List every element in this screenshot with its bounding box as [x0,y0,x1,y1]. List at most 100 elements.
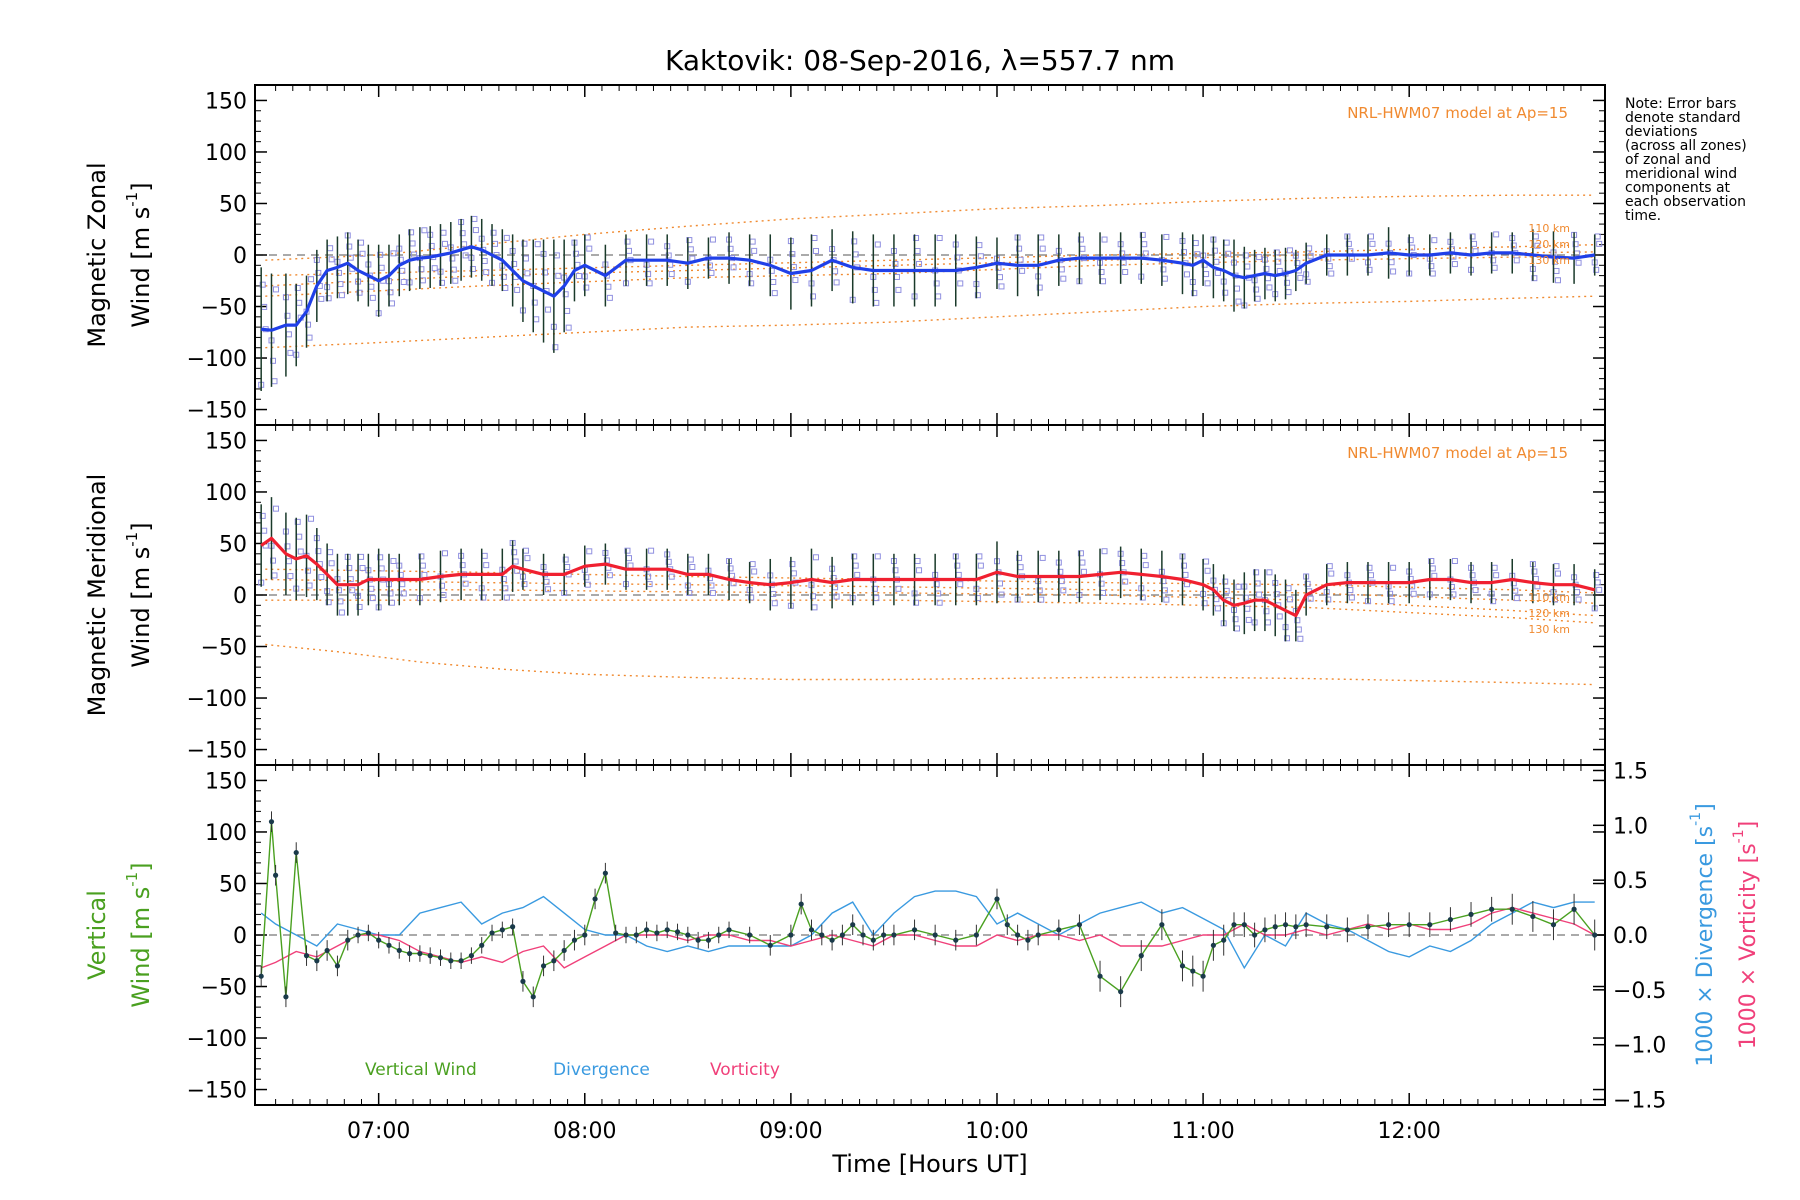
zone-point [665,558,672,565]
zone-point [1141,241,1148,248]
model-curve [265,578,1595,604]
vertical-wind-point [798,901,804,907]
vertical-wind-point [499,927,505,933]
zone-point [390,250,397,257]
zone-point [1235,298,1242,305]
zone-point [1574,589,1581,596]
vertical-wind-point [520,978,526,984]
zone-point [1122,578,1129,585]
zone-point [1182,571,1189,578]
zone-point [957,581,964,588]
zone-point [359,250,366,257]
vertical-wind-point [1118,989,1124,995]
zone-point [1264,619,1271,626]
zone-point [1284,279,1291,286]
zone-point [1222,578,1229,585]
zone-point [748,594,755,601]
zone-point [1203,271,1210,278]
zone-point [387,289,394,296]
zone-point [1295,626,1302,633]
zone-point [521,581,528,588]
note-line: deviations [1625,124,1697,140]
zone-point [1101,548,1108,555]
y-tick-label: −150 [187,399,247,424]
vertical-wind-point [551,958,557,964]
zone-point [1469,233,1476,240]
zone-point [452,277,459,284]
vertical-wind-point [1571,906,1577,912]
zone-point [1431,237,1438,244]
zone-point [1554,277,1561,284]
zone-point [325,599,332,606]
zone-point [562,291,569,298]
zone-point [727,245,734,252]
zone-point [1038,596,1045,603]
zone-point [1348,594,1355,601]
zone-point [706,262,713,269]
zone-point [977,253,984,260]
y2-tick-label: 0.0 [1613,924,1648,949]
y-tick-label: −50 [201,636,247,661]
zone-point [812,554,819,561]
zone-point [1493,231,1500,238]
zone-point [1325,596,1332,603]
vorticity-ylabel: 1000 × Vorticity [s-1] [1731,821,1761,1049]
zone-point [1448,583,1455,590]
zone-point [459,230,466,237]
zone-point [895,585,902,592]
vertical-wind-point [1293,924,1299,930]
zone-point [1017,564,1024,571]
vertical-wind-point [1097,973,1103,979]
zone-point [1264,275,1271,282]
zone-point [1294,617,1301,624]
y2-tick-label: −1.5 [1613,1089,1666,1114]
vertical-wind-point [747,932,753,938]
zone-point [315,269,322,276]
zone-point [294,518,301,525]
zone-point [874,241,881,248]
zone-point [648,547,655,554]
zone-point [1077,550,1084,557]
vertical-wind-point [664,927,670,933]
zone-point [1429,270,1436,277]
model-curve [265,194,1595,261]
zone-point [1594,579,1601,586]
zone-point [1214,605,1221,612]
zone-point [789,561,796,568]
zone-point [1388,259,1395,266]
zone-point [790,570,797,577]
zone-point [1213,258,1220,265]
zone-point [531,299,538,306]
zone-point [1575,259,1582,266]
meridional-panel: −150 −100 −50 0 50 100 150 NRL-HWM07 model at … [83,424,1606,766]
y-tick-label: 0 [233,924,247,949]
vertical-wind-point [561,947,567,954]
zone-point [686,237,693,244]
zone-point [1593,572,1600,579]
zone-point [1016,554,1023,561]
zone-point [388,300,395,307]
zone-point [1163,596,1170,603]
zone-point [1390,268,1397,275]
model-curve [265,295,1595,349]
meridional-alt-label: 110 km [1528,591,1570,604]
zone-point [555,272,562,279]
zone-point [462,580,469,587]
vertical-wind-point [1303,922,1309,928]
zone-point [770,590,777,597]
zone-point [668,271,675,278]
zone-point [1367,572,1374,579]
vertical-ylabel-line2: Wind [m s-1] [123,862,155,1007]
zone-point [832,268,839,275]
zone-point [502,284,509,291]
zone-point [565,324,572,331]
zone-point [441,240,448,247]
vertical-wind-point [293,849,299,856]
zone-point [1122,269,1129,275]
zone-point [709,236,716,243]
zone-point [287,573,294,580]
zonal-ylabel-line2: Wind [m s-1] [123,182,155,327]
zone-point [1263,608,1270,615]
zone-point [399,581,406,588]
vertical-wind-point [1447,916,1454,923]
